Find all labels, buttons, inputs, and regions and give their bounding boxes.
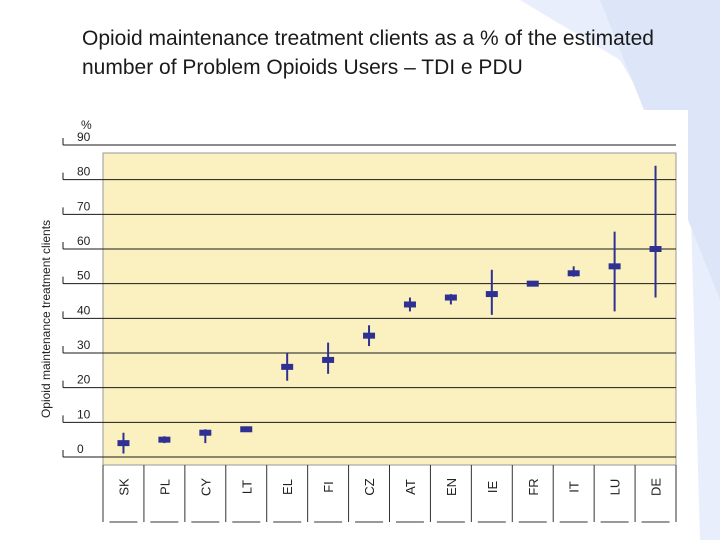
central-marker-AT <box>403 301 416 308</box>
x-tick-label-FR: FR <box>526 478 541 495</box>
y-tick-label: 40 <box>77 303 91 317</box>
x-tick-label-SK: SK <box>116 478 131 496</box>
plot-area <box>102 152 677 466</box>
x-tick-label-EL: EL <box>280 479 295 495</box>
x-tick-label-IT: IT <box>567 481 582 493</box>
x-tick-label-PL: PL <box>157 479 172 495</box>
y-tick-label: 50 <box>77 269 91 283</box>
y-tick-label: 90 <box>77 130 91 144</box>
central-marker-FI <box>322 356 335 363</box>
y-tick-label: 30 <box>77 338 91 352</box>
y-tick-label: 60 <box>77 234 91 248</box>
central-marker-PL <box>158 436 171 443</box>
slide-title: Opioid maintenance treatment clients as … <box>82 27 654 79</box>
x-tick-label-IE: IE <box>485 481 500 494</box>
central-marker-LU <box>608 263 621 270</box>
central-marker-EL <box>281 363 294 370</box>
x-tick-label-DE: DE <box>649 478 664 496</box>
central-marker-CY <box>199 429 212 436</box>
x-tick-label-LU: LU <box>608 479 623 496</box>
central-marker-CZ <box>363 332 376 339</box>
central-marker-LT <box>240 426 253 433</box>
central-marker-EN <box>444 294 457 301</box>
y-tick-label: 20 <box>77 373 91 387</box>
y-tick-label: 10 <box>77 407 91 421</box>
chart-panel: 0 10 20 30 40 50 60 70 80 90% Opioid maintenance t… <box>33 110 688 540</box>
y-unit-label: % <box>81 118 92 132</box>
central-marker-DE <box>649 246 662 252</box>
y-tick-label: 70 <box>77 199 91 213</box>
x-tick-label-EN: EN <box>444 478 459 496</box>
y-axis-title: Opioid maintenance treatment clients <box>39 220 53 418</box>
central-marker-IT <box>567 270 580 277</box>
range-chart: 0 10 20 30 40 50 60 70 80 90% Opioid maintenance t… <box>39 118 677 523</box>
central-marker-FR <box>526 280 539 287</box>
x-tick-label-AT: AT <box>403 479 418 495</box>
x-tick-label-CY: CY <box>198 478 213 496</box>
x-tick-label-LT: LT <box>239 480 254 494</box>
x-tick-label-CZ: CZ <box>362 478 377 495</box>
y-tick-label: 80 <box>77 165 91 179</box>
central-marker-IE <box>485 291 498 298</box>
x-tick-label-FI: FI <box>321 481 336 493</box>
central-marker-SK <box>117 440 130 447</box>
y-tick-label: 0 <box>77 442 84 456</box>
